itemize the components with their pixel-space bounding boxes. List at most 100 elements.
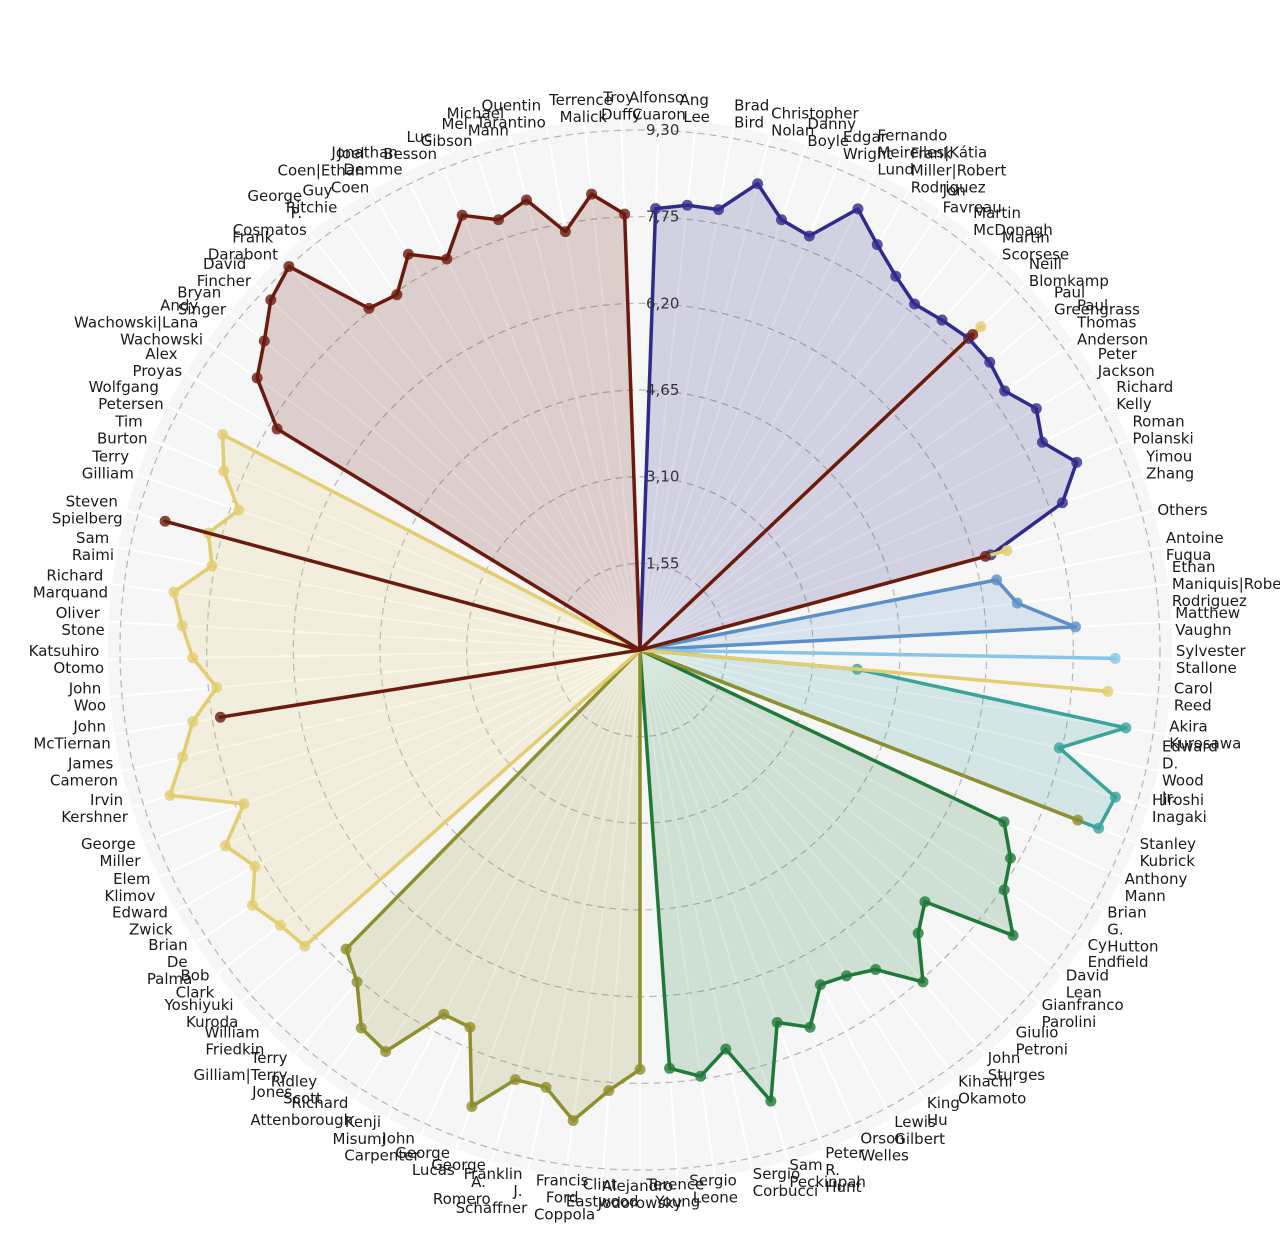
spoke [143, 649, 641, 844]
data-point [634, 1063, 646, 1075]
spoke [639, 649, 1014, 1031]
category-label: Alex Proyas [133, 345, 183, 380]
spoke [294, 649, 641, 1056]
spoke [253, 283, 641, 651]
category-label: Andy Wachowski|Lana Wachowski [74, 297, 203, 349]
spoke [639, 172, 877, 651]
spoke [137, 473, 641, 651]
category-label: George P. Cosmatos [233, 187, 307, 239]
data-point [909, 298, 921, 310]
spoke [150, 439, 641, 651]
category-label: Roman Polanski [1132, 412, 1193, 447]
category-label: Orson Welles [860, 1130, 909, 1165]
category-label: Yoshiyuki Kuroda [163, 996, 238, 1031]
data-point [912, 927, 924, 939]
data-point [466, 1100, 478, 1112]
spoke [158, 649, 641, 879]
data-point [803, 230, 815, 242]
category-label: Irvin Kershner [61, 791, 129, 826]
category-label: Christopher Nolan [771, 104, 863, 139]
spoke [216, 649, 641, 975]
data-point [979, 550, 991, 562]
data-point [164, 789, 176, 801]
category-label: Tim Burton [97, 412, 148, 447]
data-point [402, 248, 414, 260]
data-point [187, 716, 199, 728]
category-label: Carol Reed [1174, 680, 1218, 715]
spoke [639, 649, 1064, 975]
grid-circle [206, 216, 1074, 1084]
spoke [639, 649, 926, 1100]
spoke [280, 256, 641, 651]
category-label: George Lucas [395, 1144, 455, 1179]
spoke [639, 649, 986, 1056]
data-point [870, 964, 882, 976]
spoke [639, 210, 942, 651]
data-point [1102, 685, 1114, 697]
spoke [108, 620, 641, 651]
spoke [639, 311, 1052, 651]
spoke [545, 126, 641, 651]
category-label: Bryan Singer [177, 284, 227, 319]
data-point [219, 840, 231, 852]
category-label: Elem Klimov [104, 870, 155, 905]
category-label: Gianfranco Parolini [1042, 996, 1129, 1031]
spoke [308, 232, 641, 651]
category-label: Oliver Stone [56, 604, 105, 639]
data-point [1011, 597, 1023, 609]
spoke [639, 583, 1169, 651]
spoke [403, 172, 641, 651]
data-point [187, 652, 199, 664]
data-point [814, 979, 826, 991]
spoke [370, 190, 641, 651]
category-label: Richard Kelly [1116, 378, 1178, 413]
y-tick-label: 7,75 [646, 208, 679, 226]
data-point [456, 209, 468, 221]
category-label: Katsuhiro Otomo [29, 642, 104, 677]
spoke [195, 649, 641, 944]
category-label: Anthony Mann [1125, 870, 1193, 905]
data-point [998, 884, 1010, 896]
data-point [852, 203, 864, 215]
data-point [1007, 929, 1019, 941]
data-point [464, 1021, 476, 1033]
data-point [1056, 497, 1068, 509]
category-label: King Hu [927, 1094, 965, 1129]
category-label: Terence Young [645, 1176, 709, 1211]
data-point [765, 1095, 777, 1107]
category-label: Paul Thomas Anderson [1076, 297, 1148, 349]
category-label: Martin Scorsese [1002, 229, 1069, 264]
data-point [177, 751, 189, 763]
data-point [520, 194, 532, 206]
data-point [441, 253, 453, 265]
data-point [998, 816, 1010, 828]
spoke [639, 144, 808, 651]
category-label: Terry Gilliam|Terry Jones [194, 1049, 293, 1101]
spoke [109, 649, 641, 698]
spoke [639, 649, 1105, 912]
data-point [775, 214, 787, 226]
category-label: Steven Spielberg [52, 492, 123, 527]
category-label: Kenji Misumi [333, 1113, 386, 1148]
spoke [639, 649, 894, 1119]
category-label: Ethan Maniquis|Robert Rodriguez [1172, 558, 1280, 610]
spoke [323, 649, 641, 1079]
category-label: Mel Gibson [421, 115, 473, 150]
category-label: Lewis Gilbert [894, 1113, 945, 1148]
category-label: Fernando Meirelles|Kátia Lund [877, 126, 992, 178]
category-label: Sam Raimi [72, 529, 114, 564]
data-point [1071, 456, 1083, 468]
category-label: William Friedkin [205, 1023, 265, 1058]
series-layer [159, 178, 1132, 1127]
data-point [509, 1074, 521, 1086]
spoke [121, 649, 641, 772]
data-point [251, 372, 263, 384]
data-point [246, 899, 258, 911]
grid-circle [119, 129, 1161, 1171]
category-label: Terry Gilliam [82, 448, 134, 483]
category-label: George A. Romero [431, 1156, 490, 1208]
category-label: Danny Boyle [807, 115, 860, 150]
category-label: Edgar Wright [843, 128, 893, 163]
